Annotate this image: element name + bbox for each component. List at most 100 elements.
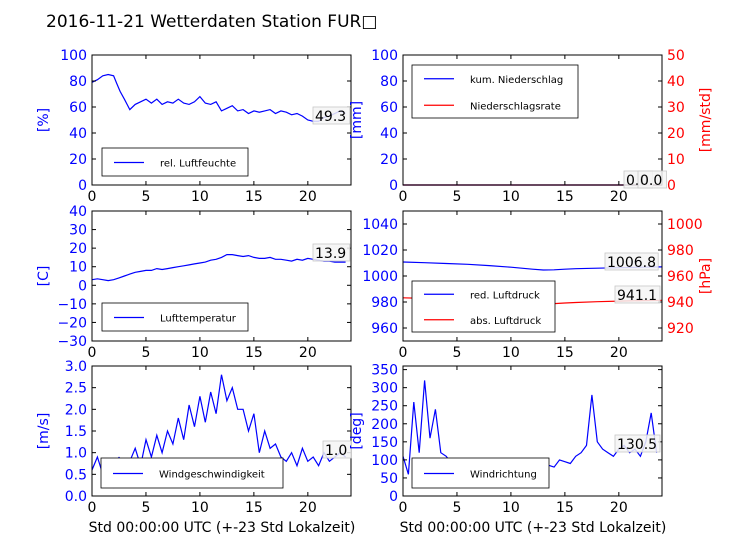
x-tick-label: 10 (191, 189, 209, 205)
series-line-wind_speed-0 (92, 374, 346, 489)
legend-label: Windgeschwindigkeit (159, 470, 265, 481)
legend-label: abs. Luftdruck (470, 316, 541, 327)
value-annotation: 1.0 (322, 440, 353, 459)
y-tick-label: 100 (60, 48, 87, 64)
y-tick-label: 40 (69, 126, 87, 142)
panel-temperature: 0 5 10 15 20 −30 −20 −10 0 10 20 30 40 [C] Lufttempera… (36, 204, 352, 361)
y-axis-label: [m/s] (36, 413, 52, 450)
legend-wind_speed: Windgeschwindigkeit (100, 457, 284, 489)
annotation-box (614, 285, 661, 304)
y-tick-label: 0 (389, 489, 398, 505)
value-annotation: 941.1 (614, 285, 661, 304)
annotation-box (604, 252, 659, 271)
value-annotation: 130.5 (614, 434, 661, 453)
x-tick-label: 5 (141, 345, 150, 361)
x-tick-label: 20 (299, 345, 317, 361)
x-tick-label: 10 (502, 345, 520, 361)
legend-pressure: red. Luftdruck abs. Luftdruck (411, 280, 556, 333)
annotation-text: 130.5 (617, 437, 657, 453)
panel-humidity: 0 5 10 15 20 0 20 40 60 80 100 [%] rel. Luftfeuchte 4… (36, 48, 352, 205)
x-tick-label: 15 (556, 345, 574, 361)
legend-label: Lufttemperatur (160, 314, 237, 325)
y-axis-label: [%] (36, 108, 52, 132)
legend-temperature: Lufttemperatur (101, 302, 249, 332)
y-tick-label: −30 (57, 334, 87, 350)
series-line-temperature-0 (92, 254, 346, 282)
x-tick-label: 0 (399, 500, 408, 516)
legend-label: rel. Luftfeuchte (160, 159, 236, 170)
legend-humidity: rel. Luftfeuchte (101, 147, 249, 177)
y-tick-label: 60 (380, 100, 398, 116)
panel-precipitation: 0 5 10 15 20 0 20 40 60 80 100 0 10 20 30 40 50 [mm/std] [… (349, 48, 714, 205)
x-tick-label: 15 (556, 500, 574, 516)
figure-title: 2016-11-21 Wetterdaten Station FUR□ (46, 12, 377, 32)
x-tick-label: 20 (610, 500, 628, 516)
y2-axis-label: [mm/std] (698, 88, 714, 153)
x-axis-label-right: Std 00:00:00 UTC (+-23 Std Lokalzeit) (400, 520, 667, 536)
x-tick-label: 10 (191, 345, 209, 361)
x-tick-label: 10 (502, 189, 520, 205)
annotation-box (614, 434, 661, 453)
x-tick-label: 5 (452, 345, 461, 361)
y-tick-label: 980 (371, 295, 398, 311)
annotation-box (637, 170, 668, 189)
y-tick-label: 250 (371, 399, 398, 415)
plot-frame-wind_direction (402, 365, 663, 497)
y-tick-label: 1.0 (65, 446, 87, 462)
x-tick-label: 0 (88, 345, 97, 361)
x-tick-label: 0 (88, 500, 97, 516)
x-tick-label: 20 (610, 189, 628, 205)
y-tick-label: 50 (380, 471, 398, 487)
x-tick-label: 5 (452, 189, 461, 205)
annotation-text: 941.1 (617, 288, 657, 304)
x-tick-label: 5 (141, 500, 150, 516)
y-axis-label: [C] (36, 266, 52, 287)
y-tick-label: 100 (371, 48, 398, 64)
y-tick-label: 30 (69, 223, 87, 239)
annotation-box (312, 106, 351, 125)
y-tick-label: −10 (57, 297, 87, 313)
y-tick-label: 150 (371, 435, 398, 451)
y-tick-label: 20 (69, 152, 87, 168)
panel-pressure: 0 5 10 15 20 960 980 1000 1020 1040 920 940 960 980 10… (362, 210, 714, 361)
plot-frame-precipitation (402, 54, 663, 186)
annotation-box (322, 440, 353, 459)
y-tick-label: 1020 (362, 243, 398, 259)
y-tick-label: 350 (371, 363, 398, 379)
legend-label: kum. Niederschlag (470, 75, 563, 86)
y2-tick-label: 10 (667, 152, 685, 168)
y2-axis-label: [hPa] (698, 258, 714, 294)
y2-tick-label: 1000 (667, 217, 703, 233)
x-tick-label: 15 (245, 189, 263, 205)
y-tick-label: 300 (371, 381, 398, 397)
x-tick-label: 20 (610, 345, 628, 361)
y2-tick-label: 920 (667, 321, 694, 337)
y-axis-label: [mm] (349, 101, 365, 139)
value-annotation: 49.3 (312, 106, 351, 125)
y-tick-label: 3.0 (65, 359, 87, 375)
value-annotation: 13.9 (312, 243, 351, 262)
annotation-text: 1006.8 (607, 255, 656, 271)
value-annotation: 1006.8 (604, 252, 659, 271)
y-tick-label: 20 (380, 152, 398, 168)
y-tick-label: 80 (69, 74, 87, 90)
x-tick-label: 20 (299, 189, 317, 205)
y-tick-label: 10 (69, 260, 87, 276)
series-line-humidity-0 (92, 73, 346, 122)
legend-box (411, 280, 556, 333)
annotation-text: 49.3 (315, 109, 346, 125)
y-tick-label: 2.5 (65, 381, 87, 397)
y-tick-label: 200 (371, 417, 398, 433)
panel-wind_speed: 0 5 10 15 20 0.0 0.5 1.0 1.5 2.0 2.5 3.0 [m/s] Windge… (36, 359, 353, 516)
annotation-text: 1.0 (325, 443, 347, 459)
y2-tick-label: 50 (667, 48, 685, 64)
y2-tick-label: 20 (667, 126, 685, 142)
y-tick-label: 1.5 (65, 424, 87, 440)
y-tick-label: 0.5 (65, 467, 87, 483)
x-tick-label: 10 (191, 500, 209, 516)
plot-frame-humidity (91, 54, 352, 186)
legend-label: Windrichtung (470, 470, 537, 481)
x-tick-label: 0 (399, 189, 408, 205)
